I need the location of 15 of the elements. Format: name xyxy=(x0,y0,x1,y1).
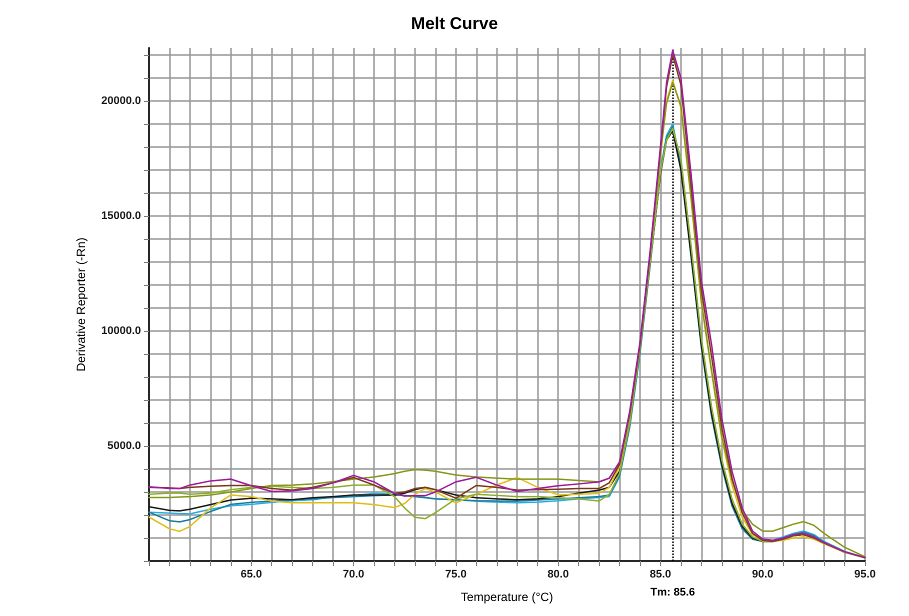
x-tick-label: 90.0 xyxy=(752,568,774,580)
x-axis-title: Temperature (°C) xyxy=(460,590,554,604)
x-tick-label: 80.0 xyxy=(547,568,569,580)
y-tick-label: 10000.0 xyxy=(101,324,141,337)
y-tick-label: 20000.0 xyxy=(101,94,141,107)
ref-line-label: Tm: 85.6 xyxy=(650,586,696,598)
x-tick-label: 95.0 xyxy=(854,568,876,580)
y-axis-title: Derivative Reporter (-Rn) xyxy=(74,237,88,372)
chart-title: Melt Curve xyxy=(411,14,498,33)
y-tick-label: 15000.0 xyxy=(101,210,141,222)
x-tick-label: 85.0 xyxy=(650,568,672,580)
x-tick-label: 65.0 xyxy=(240,568,262,580)
x-tick-label: 75.0 xyxy=(445,568,467,580)
x-tick-label: 70.0 xyxy=(342,568,364,580)
y-tick-label: 5000.0 xyxy=(107,440,141,452)
